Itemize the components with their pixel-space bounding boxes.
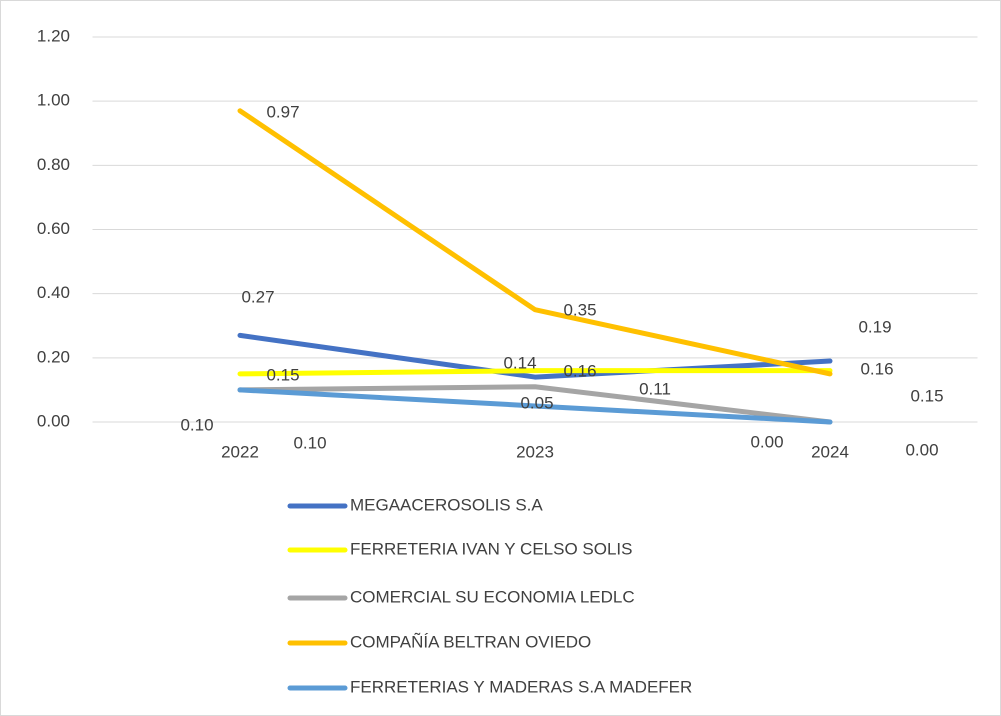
- y-tick-label: 1.00: [37, 91, 70, 110]
- x-tick-label: 2024: [811, 442, 849, 461]
- data-label: 0.05: [520, 393, 553, 412]
- series-line: [237, 384, 833, 425]
- y-tick-label: 1.20: [37, 26, 70, 45]
- legend-label: FERRETERIA IVAN Y CELSO SOLIS: [350, 539, 632, 558]
- legend-label: MEGAACEROSOLIS S.A: [350, 495, 543, 514]
- series-line: [237, 387, 833, 425]
- legend-label: FERRETERIAS Y MADERAS S.A MADEFER: [350, 677, 692, 696]
- x-tick-label: 2023: [516, 442, 554, 461]
- series-line: [237, 108, 833, 377]
- y-tick-label: 0.00: [37, 411, 70, 430]
- series-line: [237, 332, 833, 380]
- data-label: 0.35: [563, 300, 596, 319]
- data-label: 0.16: [563, 361, 596, 380]
- data-label: 0.15: [910, 386, 943, 405]
- data-label: 0.14: [503, 353, 536, 372]
- y-tick-label: 0.60: [37, 219, 70, 238]
- data-label: 0.15: [266, 365, 299, 384]
- data-label: 0.16: [860, 359, 893, 378]
- data-label: 0.10: [180, 415, 213, 434]
- x-tick-label: 2022: [221, 442, 259, 461]
- data-label: 0.19: [858, 317, 891, 336]
- data-label: 0.27: [241, 287, 274, 306]
- data-label: 0.00: [750, 432, 783, 451]
- data-label: 0.10: [293, 433, 326, 452]
- legend-label: COMERCIAL SU ECONOMIA LEDLC: [350, 587, 635, 606]
- y-tick-label: 0.40: [37, 283, 70, 302]
- data-label: 0.00: [905, 440, 938, 459]
- legend-label: COMPAÑÍA BELTRAN OVIEDO: [350, 632, 591, 651]
- y-tick-label: 0.80: [37, 155, 70, 174]
- series-line: [237, 368, 833, 377]
- data-label: 0.11: [639, 379, 671, 398]
- data-label: 0.97: [266, 102, 299, 121]
- y-tick-label: 0.20: [37, 347, 70, 366]
